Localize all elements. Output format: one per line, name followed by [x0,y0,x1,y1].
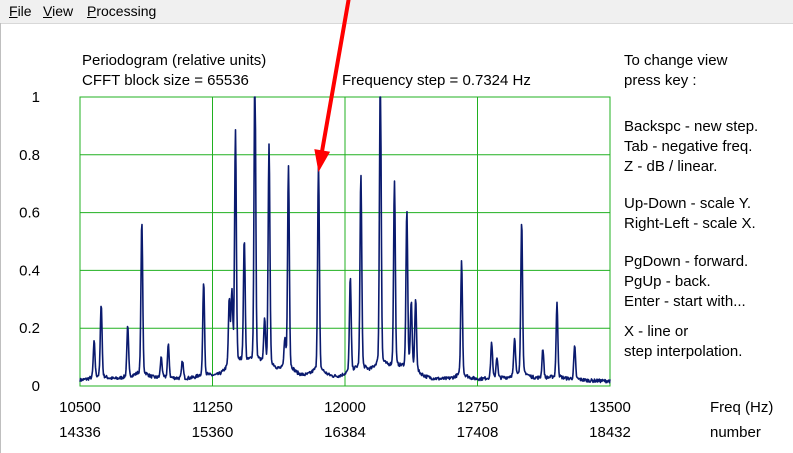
x-tick-label-bin: 17408 [457,424,499,441]
annotation-arrow-shaft [320,0,351,153]
menu-view[interactable]: View [43,3,74,19]
x-tick-label-bin: 16384 [324,424,366,441]
annotation-arrow-head [314,149,331,173]
x-axis-label-bin: number [710,424,761,441]
y-tick-label: 0.6 [19,205,40,222]
block-size-label: CFFT block size = 65536 [82,72,249,89]
x-tick-label: 12750 [457,399,499,416]
y-tick-label: 0.8 [19,147,40,164]
help-line: PgUp - back. [624,273,711,290]
x-tick-label-bin: 18432 [589,424,631,441]
y-tick-label: 1 [32,89,40,106]
x-tick-label: 10500 [59,399,101,416]
help-line: Enter - start with... [624,293,746,310]
help-line: To change view [624,52,728,69]
y-tick-label: 0.4 [19,262,40,279]
help-line: Right-Left - scale X. [624,215,756,232]
frequency-step-label: Frequency step = 0.7324 Hz [342,72,531,89]
y-tick-label: 0.2 [19,320,40,337]
window-edge [0,23,1,453]
help-line: X - line or [624,323,689,340]
x-tick-label-bin: 14336 [59,424,101,441]
menu-file[interactable]: File [9,3,32,19]
x-tick-label-bin: 15360 [192,424,234,441]
x-tick-label: 13500 [589,399,631,416]
help-line: Backspc - new step. [624,118,759,135]
spectrum-series-line [79,96,611,384]
help-line: Z - dB / linear. [624,158,718,175]
x-axis-label: Freq (Hz) [710,399,773,416]
y-tick-label: 0 [32,378,40,395]
chart-title: Periodogram (relative units) [82,52,267,69]
help-line: Tab - negative freq. [624,138,753,155]
menu-processing[interactable]: Processing [87,3,157,19]
x-tick-label: 11250 [192,399,233,416]
help-line: PgDown - forward. [624,253,749,270]
help-line: Up-Down - scale Y. [624,195,752,212]
menu-bar: File View Processing [0,0,793,24]
help-line: step interpolation. [624,343,743,360]
x-tick-label: 12000 [324,399,366,416]
help-line: press key : [624,72,697,89]
